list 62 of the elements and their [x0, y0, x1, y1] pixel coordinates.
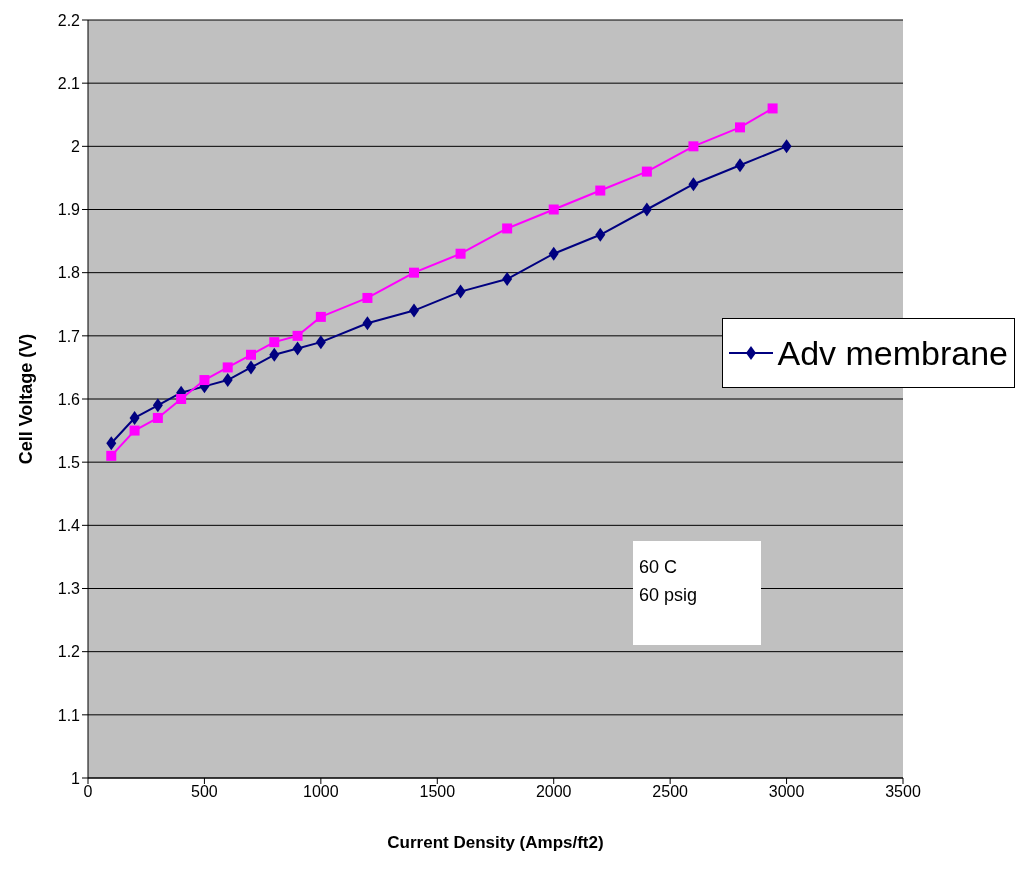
point [269, 347, 280, 362]
y-tick-label: 1.1 [57, 706, 81, 724]
point [595, 227, 606, 242]
y-tick-label: 1.4 [57, 517, 81, 535]
point [246, 349, 256, 360]
point [548, 246, 559, 261]
point [152, 398, 163, 413]
point [292, 341, 303, 356]
point [641, 202, 652, 217]
point [315, 335, 326, 350]
point [222, 373, 233, 388]
point [129, 425, 140, 436]
x-tick-label: 2500 [652, 783, 689, 801]
point [502, 223, 513, 234]
point [548, 204, 559, 215]
point [106, 450, 117, 461]
x-tick-label: 3000 [768, 783, 805, 801]
y-tick-label: 1.8 [57, 264, 81, 282]
point [315, 311, 326, 322]
point [767, 103, 778, 114]
y-axis-title: Cell Voltage (V) [16, 333, 37, 465]
point [455, 248, 466, 259]
y-tick-label: 1.9 [57, 201, 81, 219]
point [362, 316, 373, 331]
point [502, 271, 513, 286]
point [688, 177, 699, 192]
x-tick-label: 1000 [303, 783, 339, 801]
point [409, 267, 419, 278]
y-tick-label: 2.2 [57, 11, 81, 29]
point [735, 122, 745, 133]
y-tick-label: 1.2 [57, 643, 81, 661]
point [688, 141, 699, 152]
point [595, 185, 606, 196]
y-tick-label: 1.3 [57, 580, 81, 598]
point [269, 337, 280, 348]
x-tick-label: 1500 [419, 783, 456, 801]
x-axis-title: Current Density (Amps/ft2) [387, 833, 604, 852]
point [199, 375, 210, 386]
point [641, 166, 652, 177]
legend-label: Adv membrane [777, 333, 1008, 373]
note-box: 60 C 60 psig [633, 541, 761, 645]
point [106, 436, 117, 451]
y-tick-label: 1.5 [57, 453, 81, 471]
point [781, 139, 792, 154]
x-tick-label: 2000 [535, 783, 572, 801]
y-tick-label: 2.1 [57, 74, 81, 92]
point [455, 284, 466, 299]
x-tick-label: 0 [83, 783, 93, 801]
x-tick-label: 3500 [885, 783, 921, 801]
annotation: 60 psig [639, 584, 699, 607]
y-tick-label: 2 [71, 138, 81, 156]
x-tick-label: 500 [191, 783, 218, 801]
y-tick-label: 1.6 [57, 390, 81, 408]
point [129, 410, 140, 425]
annotation: 60 C [639, 556, 679, 579]
point [362, 292, 373, 303]
y-tick-label: 1 [71, 769, 81, 787]
y-tick-label: 1.7 [57, 327, 81, 345]
point [292, 330, 303, 341]
point [176, 394, 187, 404]
point [152, 412, 163, 423]
point [222, 362, 233, 373]
